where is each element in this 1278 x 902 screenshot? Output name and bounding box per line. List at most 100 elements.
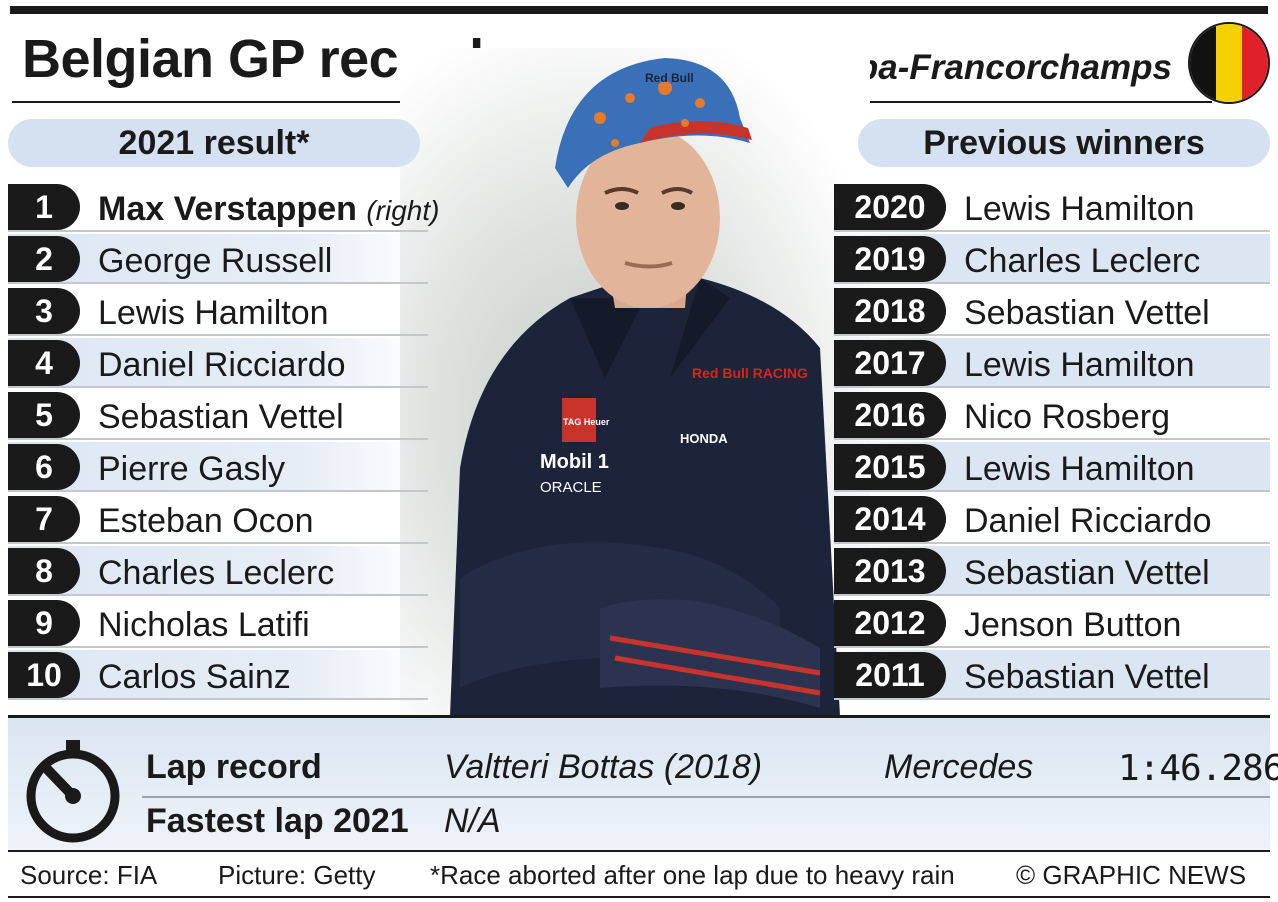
result-row: 9 Nicholas Latifi [8,598,428,648]
winner-name: Sebastian Vettel [964,658,1210,696]
year-badge: 2014 [834,496,946,542]
flag-band-red [1242,24,1268,102]
row-divider [834,698,1270,700]
row-divider [8,386,428,388]
result-2021-heading: 2021 result* [8,119,420,167]
driver-name: Daniel Ricciardo [98,346,346,384]
result-row: 3 Lewis Hamilton [8,286,428,336]
position-badge: 10 [8,652,80,698]
footer-divider [142,796,1270,798]
winner-name: Nico Rosberg [964,398,1170,436]
year-badge: 2019 [834,236,946,282]
position-badge: 6 [8,444,80,490]
footer-bottom-rule [8,850,1270,852]
result-row: 10 Carlos Sainz [8,650,428,700]
winner-name: Daniel Ricciardo [964,502,1212,540]
result-row: 1 Max Verstappen (right) [8,182,439,232]
position-badge: 9 [8,600,80,646]
winner-name: Lewis Hamilton [964,450,1195,488]
year-badge: 2012 [834,600,946,646]
year-badge: 2018 [834,288,946,334]
result-row: 4 Daniel Ricciardo [8,338,428,388]
winner-name: Lewis Hamilton [964,190,1195,228]
position-badge: 3 [8,288,80,334]
driver-photo: Red Bull Red Bull RACING TAG Heuer Mobil… [400,48,870,716]
position-badge: 5 [8,392,80,438]
source-credit: Source: FIA [20,860,158,890]
result-row: 2 George Russell [8,234,428,284]
logo-red-bull-racing: Red Bull RACING [692,365,808,381]
row-divider [834,386,1270,388]
driver-name: Carlos Sainz [98,658,291,696]
flag-band-yellow [1216,24,1242,102]
row-divider [834,594,1270,596]
row-divider [834,438,1270,440]
lap-record-label: Lap record [146,748,322,786]
winner-name: Max Verstappen [98,190,357,228]
position-badge: 7 [8,496,80,542]
footer-panel [8,718,1270,850]
winner-row: 2018 Sebastian Vettel [834,286,1270,336]
year-badge: 2017 [834,340,946,386]
winner-name: Jenson Button [964,606,1182,644]
position-badge: 1 [8,184,80,230]
bottom-rule [8,896,1270,898]
row-divider [8,490,428,492]
logo-oracle: ORACLE [540,479,602,496]
fastest-lap-value: N/A [444,802,501,840]
driver-name: Max Verstappen (right) [98,190,439,229]
lap-record-time: 1:46.286 [1118,748,1278,789]
result-row: 7 Esteban Ocon [8,494,428,544]
winner-row: 2013 Sebastian Vettel [834,546,1270,596]
year-badge: 2011 [834,652,946,698]
year-badge: 2013 [834,548,946,594]
photo-note: (right) [366,195,440,226]
driver-illustration: Red Bull Red Bull RACING TAG Heuer Mobil… [450,58,840,716]
result-row: 8 Charles Leclerc [8,546,428,596]
winner-name: Sebastian Vettel [964,554,1210,592]
row-divider [8,438,428,440]
winner-row: 2016 Nico Rosberg [834,390,1270,440]
logo-tag-heuer: TAG Heuer [563,417,610,427]
copyright: © GRAPHIC NEWS [1016,860,1247,890]
winner-row: 2019 Charles Leclerc [834,234,1270,284]
row-divider [834,230,1270,232]
year-badge: 2016 [834,392,946,438]
footer-top-rule [8,715,1270,718]
winner-name: Charles Leclerc [964,242,1201,280]
winner-row: 2012 Jenson Button [834,598,1270,648]
row-divider [8,282,428,284]
winner-name: Lewis Hamilton [964,346,1195,384]
year-badge: 2020 [834,184,946,230]
fastest-lap-label: Fastest lap 2021 [146,802,409,840]
position-badge: 4 [8,340,80,386]
position-badge: 8 [8,548,80,594]
winner-row: 2015 Lewis Hamilton [834,442,1270,492]
belgium-flag-icon [1188,22,1270,104]
row-divider [8,230,428,232]
lap-record-driver: Valtteri Bottas (2018) [444,748,763,786]
row-divider [8,542,428,544]
row-divider [834,334,1270,336]
logo-mobil: Mobil 1 [540,451,609,473]
result-row: 5 Sebastian Vettel [8,390,428,440]
driver-name: George Russell [98,242,333,280]
race-note: *Race aborted after one lap due to heavy… [430,860,955,890]
driver-name: Lewis Hamilton [98,294,329,332]
previous-winners-heading: Previous winners [858,119,1270,167]
position-badge: 2 [8,236,80,282]
stopwatch-icon [26,740,120,843]
row-divider [834,542,1270,544]
driver-name: Nicholas Latifi [98,606,310,644]
driver-name: Sebastian Vettel [98,398,344,436]
row-divider [834,282,1270,284]
flag-band-black [1190,24,1216,102]
row-divider [834,490,1270,492]
winner-row: 2011 Sebastian Vettel [834,650,1270,700]
row-divider [8,646,428,648]
venue-name: Spa-Francorchamps [833,48,1172,87]
top-bar [10,6,1268,14]
result-row: 6 Pierre Gasly [8,442,428,492]
row-divider [834,646,1270,648]
driver-name: Esteban Ocon [98,502,314,540]
